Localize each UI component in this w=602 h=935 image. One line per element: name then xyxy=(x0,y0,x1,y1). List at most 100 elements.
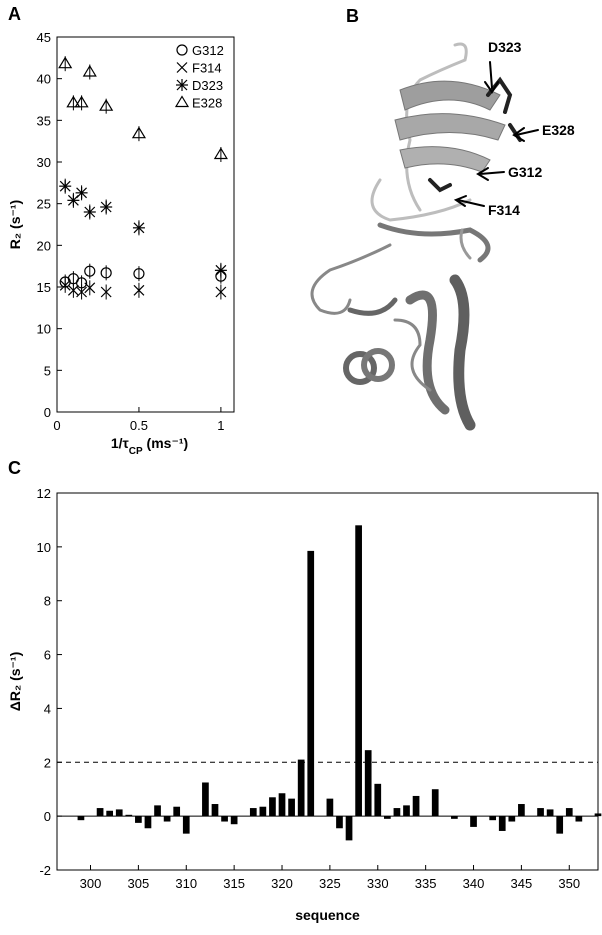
y-tick-label: 2 xyxy=(44,755,51,770)
x-axis-label-part: 1/τ xyxy=(111,435,130,451)
marker-shape xyxy=(58,56,73,69)
marker xyxy=(76,286,88,298)
bar xyxy=(345,816,353,841)
y-tick-label: 0 xyxy=(44,809,51,824)
marker-shape xyxy=(84,282,96,294)
bar xyxy=(508,816,516,822)
marker-shape xyxy=(76,286,88,298)
marker xyxy=(99,99,114,111)
marker xyxy=(100,267,112,279)
legend-label: E328 xyxy=(192,96,222,111)
x-tick-label: 340 xyxy=(463,876,485,891)
bar xyxy=(154,805,161,817)
x-tick-label: 300 xyxy=(80,876,102,891)
marker xyxy=(132,221,145,234)
marker-shape xyxy=(213,147,228,160)
bar xyxy=(125,814,133,817)
x-tick-label: 345 xyxy=(511,876,533,891)
x-axis-label-part: (ms⁻¹) xyxy=(143,435,189,451)
marker-shape xyxy=(100,286,112,298)
x-tick-label: 1 xyxy=(217,418,224,433)
marker xyxy=(74,95,89,108)
bar xyxy=(211,804,219,817)
bar xyxy=(326,798,334,817)
marker xyxy=(133,268,145,280)
bar xyxy=(307,550,315,817)
bar xyxy=(546,809,554,817)
bar xyxy=(374,783,382,817)
bar xyxy=(259,806,267,817)
marker-shape xyxy=(174,95,190,108)
x-tick-label: 305 xyxy=(128,876,150,891)
x-axis-label: 1/τCP (ms⁻¹) xyxy=(111,435,188,457)
y-tick-label: -2 xyxy=(39,863,51,878)
bar xyxy=(297,759,305,817)
plot-frame xyxy=(56,36,235,413)
marker-shape xyxy=(133,284,145,296)
marker xyxy=(100,286,112,298)
bar xyxy=(202,782,209,817)
y-tick-label: 5 xyxy=(44,363,51,378)
legend-label: G312 xyxy=(192,43,224,58)
y-tick-label: 6 xyxy=(44,648,51,663)
x-tick-label: 350 xyxy=(558,876,580,891)
bar xyxy=(565,808,573,817)
bar xyxy=(575,816,583,822)
bar xyxy=(182,816,190,834)
marker-shape xyxy=(66,95,81,108)
bar xyxy=(249,808,257,817)
legend-marker xyxy=(176,79,188,91)
panel-label: B xyxy=(346,6,359,26)
bar xyxy=(269,797,276,817)
y-tick-label: 40 xyxy=(37,72,51,87)
bar xyxy=(470,816,477,827)
y-axis-label: ΔR₂ (s⁻¹) xyxy=(7,652,23,711)
x-tick-label: 315 xyxy=(223,876,245,891)
bar xyxy=(221,816,228,822)
marker xyxy=(59,279,71,291)
legend-label: D323 xyxy=(192,78,223,93)
protein-structure xyxy=(310,42,539,431)
marker-shape xyxy=(82,64,97,77)
marker-shape xyxy=(74,95,89,108)
marker xyxy=(59,180,72,193)
marker-shape xyxy=(176,62,188,73)
y-tick-label: 10 xyxy=(37,540,51,555)
x-tick-label: 335 xyxy=(415,876,437,891)
marker-shape xyxy=(59,279,71,291)
x-tick-label: 0.5 xyxy=(130,418,148,433)
x-tick-label: 330 xyxy=(367,876,389,891)
marker xyxy=(214,264,227,277)
marker xyxy=(58,56,73,69)
x-axis-label: sequence xyxy=(295,907,360,923)
marker-shape xyxy=(215,286,227,298)
x-tick-label: 325 xyxy=(319,876,341,891)
panel-label: C xyxy=(8,458,21,478)
residue-label: D323 xyxy=(488,39,522,55)
bar xyxy=(288,798,295,817)
bar xyxy=(537,808,544,817)
bar xyxy=(498,816,506,831)
legend-marker xyxy=(174,95,190,108)
marker xyxy=(83,206,96,218)
marker xyxy=(84,265,96,277)
marker xyxy=(131,126,147,139)
bar xyxy=(144,816,152,829)
bar xyxy=(173,806,181,817)
marker-shape xyxy=(84,265,96,277)
y-tick-label: 20 xyxy=(37,238,51,253)
legend-marker xyxy=(176,44,188,56)
y-tick-label: 45 xyxy=(37,30,51,45)
y-tick-label: 8 xyxy=(44,594,51,609)
marker-shape xyxy=(99,99,114,111)
marker xyxy=(84,282,96,294)
marker xyxy=(82,64,97,77)
bar xyxy=(431,789,439,817)
bar xyxy=(383,816,391,819)
x-tick-label: 320 xyxy=(271,876,293,891)
legend-label: F314 xyxy=(192,61,222,76)
y-tick-label: 12 xyxy=(37,486,51,501)
y-tick-label: 0 xyxy=(44,405,51,420)
bar xyxy=(77,816,85,821)
